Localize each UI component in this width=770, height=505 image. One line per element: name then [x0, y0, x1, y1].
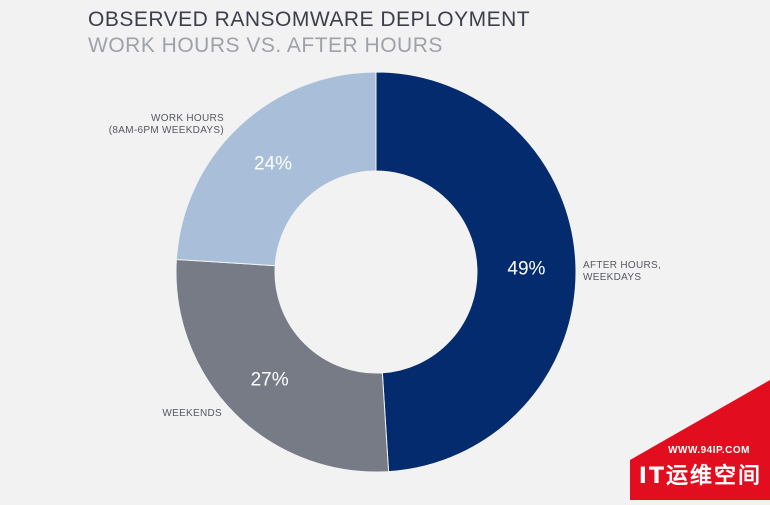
value-label-after-hours: 49%: [507, 258, 545, 279]
chart-title: OBSERVED RANSOMWARE DEPLOYMENT: [88, 8, 531, 31]
slice-weekends: [175, 258, 390, 473]
value-label-weekends: 27%: [251, 369, 289, 390]
watermark-name: IT运维空间: [638, 464, 762, 489]
watermark-url: WWW.94IP.COM: [668, 445, 750, 456]
value-label-work-hours: 24%: [254, 153, 292, 174]
slice-after-hours: [375, 71, 577, 473]
watermark-badge: [630, 380, 770, 500]
chart-subtitle: WORK HOURS VS. AFTER HOURS: [88, 34, 443, 57]
category-label-work-hours: WORK HOURS (8AM-6PM WEEKDAYS): [109, 113, 224, 136]
slice-work-hours: [175, 71, 377, 267]
category-label-after-hours: AFTER HOURS, WEEKDAYS: [583, 260, 661, 283]
category-label-weekends: WEEKENDS: [162, 408, 222, 419]
